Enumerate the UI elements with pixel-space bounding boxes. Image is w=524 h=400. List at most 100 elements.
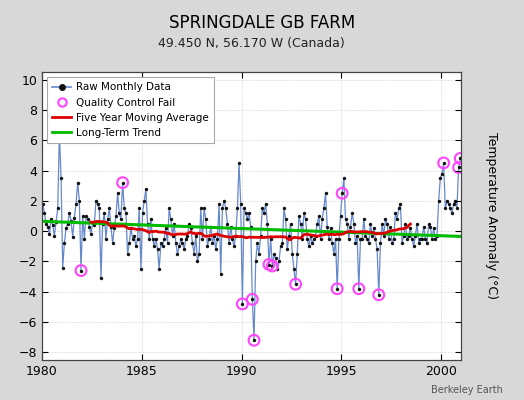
Point [294,213,303,219]
Point [379,232,388,239]
Point [216,270,225,277]
Point [277,243,285,250]
Point [248,296,257,302]
Point [79,213,87,219]
Point [378,220,386,227]
Point [353,232,362,239]
Point [225,240,233,246]
Y-axis label: Temperature Anomaly (°C): Temperature Anomaly (°C) [485,132,498,300]
Point [405,232,413,239]
Point [328,240,336,246]
Point [418,236,426,242]
Point [185,220,193,227]
Point [177,236,185,242]
Point [59,264,67,271]
Point [290,266,298,272]
Point [372,236,380,242]
Point [416,236,424,242]
Point [40,210,49,216]
Point [250,337,258,344]
Point [193,258,202,265]
Point [383,220,391,227]
Point [45,231,53,237]
Point [260,210,268,216]
Point [183,232,192,239]
Point [140,198,148,204]
Point [291,281,300,288]
Point [375,292,383,298]
Point [85,224,93,230]
Point [255,251,263,257]
Point [410,243,418,250]
Point [141,186,150,192]
Point [53,205,62,212]
Point [205,236,213,242]
Point [80,236,89,242]
Point [235,160,243,166]
Point [192,232,200,239]
Point [403,236,411,242]
Point [368,232,376,239]
Point [245,210,253,216]
Point [388,240,396,246]
Point [103,216,112,222]
Point [271,255,280,262]
Point [340,175,348,181]
Point [456,155,464,162]
Point [236,201,245,207]
Point [268,263,277,269]
Point [281,216,290,222]
Point [365,240,373,246]
Point [220,198,228,204]
Point [313,220,321,227]
Point [93,201,102,207]
Point [265,261,273,268]
Point [154,246,162,252]
Point [117,216,125,222]
Point [401,220,410,227]
Point [75,198,83,204]
Point [172,240,180,246]
Legend: Raw Monthly Data, Quality Control Fail, Five Year Moving Average, Long-Term Tren: Raw Monthly Data, Quality Control Fail, … [47,77,214,143]
Point [430,225,438,231]
Point [285,232,293,239]
Point [413,220,421,227]
Point [69,234,77,240]
Point [232,232,240,239]
Point [258,205,267,212]
Point [338,190,346,196]
Point [441,205,450,212]
Point [456,155,464,162]
Point [63,220,72,227]
Point [150,243,158,250]
Point [301,216,310,222]
Point [162,225,170,231]
Point [308,240,316,246]
Point [60,240,69,246]
Point [331,236,340,242]
Point [305,243,313,250]
Point [300,210,308,216]
Point [77,267,85,274]
Point [335,236,343,242]
Point [453,205,461,212]
Point [222,205,230,212]
Point [182,236,190,242]
Point [100,210,108,216]
Point [424,220,433,227]
Point [385,236,393,242]
Point [70,214,79,221]
Point [83,216,92,222]
Point [252,258,260,265]
Point [50,232,59,239]
Title: 49.450 N, 56.170 W (Canada): 49.450 N, 56.170 W (Canada) [158,37,345,50]
Point [323,224,331,230]
Point [440,160,448,166]
Point [47,216,55,222]
Point [135,205,144,212]
Point [67,217,75,224]
Point [423,240,431,246]
Point [250,337,258,344]
Point [253,240,261,246]
Point [408,236,416,242]
